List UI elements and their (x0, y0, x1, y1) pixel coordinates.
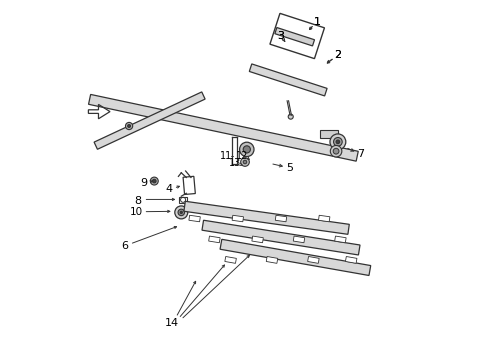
Text: 3: 3 (277, 31, 284, 41)
Circle shape (150, 177, 158, 185)
Text: 2: 2 (334, 50, 342, 60)
Text: 10: 10 (130, 207, 143, 217)
Circle shape (336, 140, 340, 144)
Polygon shape (318, 215, 330, 222)
Text: 6: 6 (121, 240, 128, 251)
Polygon shape (94, 92, 205, 149)
Circle shape (333, 148, 339, 154)
Text: 1: 1 (314, 17, 320, 27)
Circle shape (240, 142, 254, 157)
Polygon shape (184, 201, 349, 234)
Circle shape (175, 206, 188, 219)
Circle shape (243, 160, 247, 164)
Circle shape (334, 138, 342, 146)
Polygon shape (294, 236, 305, 243)
Polygon shape (225, 257, 236, 263)
Circle shape (241, 158, 249, 166)
Polygon shape (209, 236, 220, 243)
Circle shape (288, 114, 293, 119)
Polygon shape (266, 257, 278, 263)
Polygon shape (345, 257, 357, 263)
Polygon shape (202, 220, 360, 255)
Text: 12: 12 (236, 150, 248, 161)
Circle shape (125, 122, 133, 130)
Circle shape (330, 134, 346, 150)
Text: 11: 11 (220, 150, 232, 161)
Circle shape (152, 179, 156, 183)
Text: 9: 9 (140, 178, 147, 188)
Polygon shape (252, 236, 263, 243)
Polygon shape (320, 130, 338, 138)
Text: 2: 2 (334, 50, 342, 60)
Circle shape (178, 209, 185, 216)
Polygon shape (189, 215, 200, 222)
Circle shape (180, 211, 182, 213)
Text: 3: 3 (277, 31, 284, 41)
Polygon shape (220, 239, 371, 275)
Text: 1: 1 (314, 17, 320, 27)
Text: 7: 7 (357, 149, 364, 159)
Polygon shape (89, 94, 358, 161)
Polygon shape (275, 215, 287, 222)
Text: 4: 4 (165, 184, 172, 194)
Polygon shape (275, 27, 315, 46)
Circle shape (127, 125, 130, 127)
Circle shape (243, 146, 250, 153)
Text: 5: 5 (286, 163, 293, 174)
Polygon shape (335, 236, 346, 243)
Text: 8: 8 (135, 195, 142, 206)
Circle shape (330, 145, 342, 157)
Polygon shape (232, 215, 244, 222)
Polygon shape (249, 64, 327, 96)
Text: 14: 14 (165, 318, 179, 328)
Polygon shape (308, 257, 319, 263)
Text: 13: 13 (229, 158, 241, 168)
